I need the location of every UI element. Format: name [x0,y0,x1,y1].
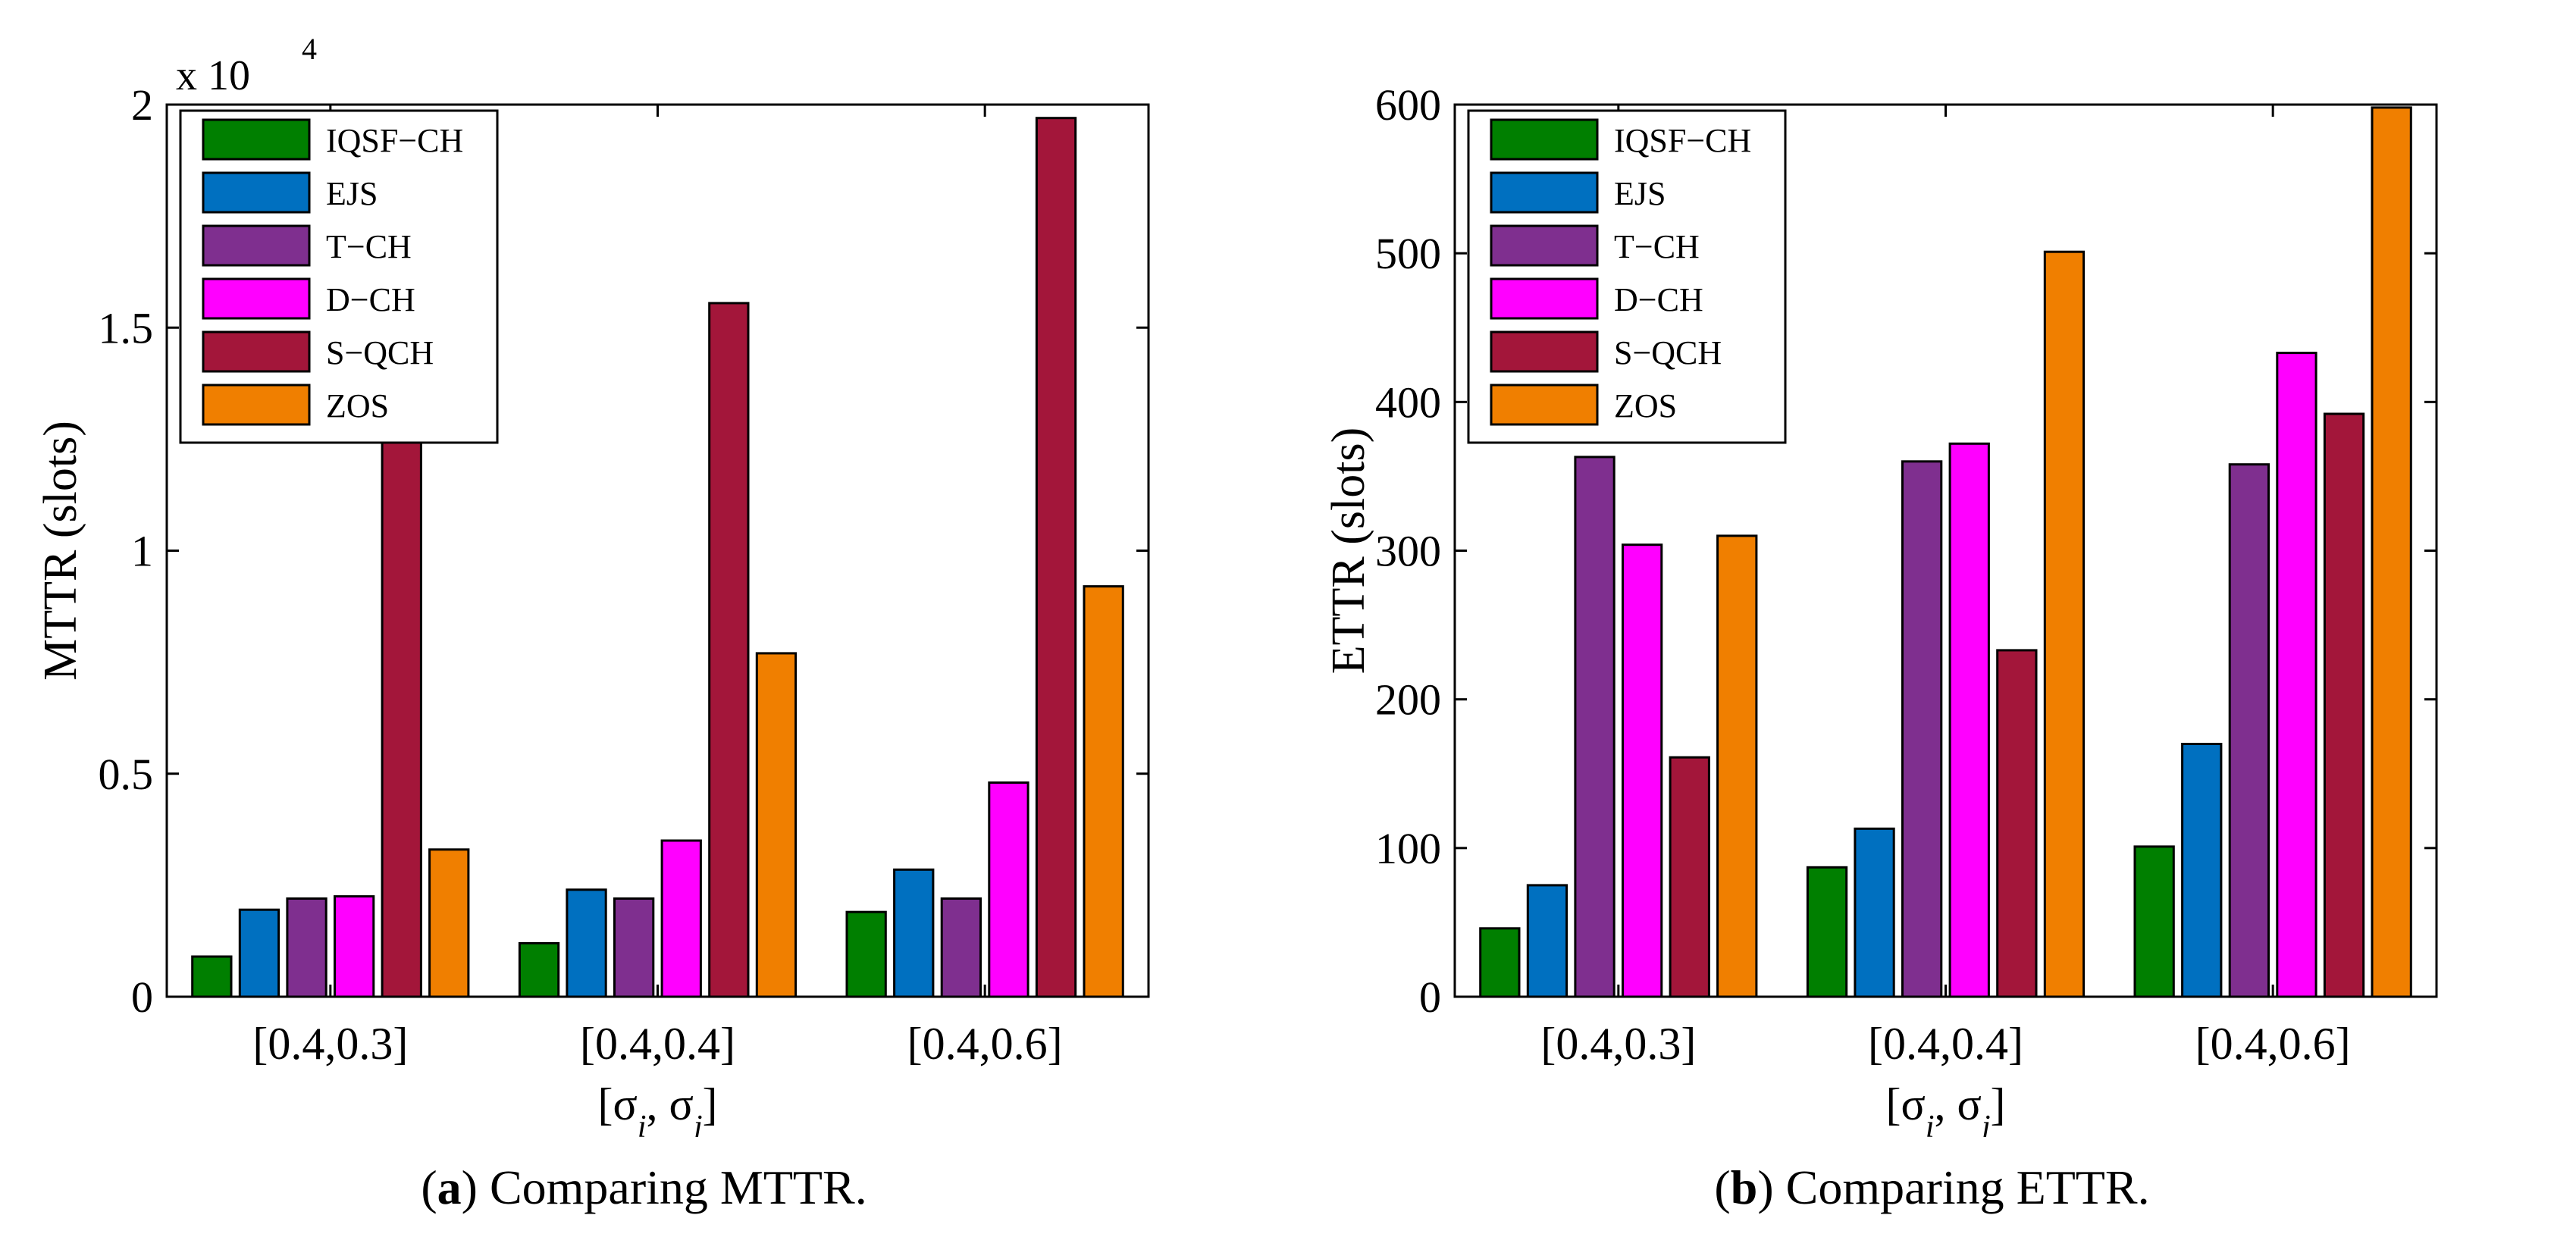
caption-a: (a) Comparing MTTR. [421,1160,867,1214]
chart-panel-mttr: 0 0.5 1 1.5 2 [0.4,0.3] [0.4,0.4] [0.4,0.6] [σi,… [35,32,1150,1214]
x-axis-label: [σi, σj] [598,1079,718,1137]
bar-zos-1 [755,652,798,998]
bar-sqch-0 [381,424,422,998]
legend-swatch-0 [1490,118,1599,161]
bar-iqsfch-0 [191,955,233,998]
bar-zos-2 [2371,106,2412,998]
y-tick-label-3: 1.5 [99,303,154,352]
legend-label-5: ZOS [326,387,389,424]
legend-swatch-0 [202,118,311,161]
y-tick-label-2: 1 [131,527,153,576]
legend-swatch-3 [1490,277,1599,320]
bar-sqch-1 [708,302,750,998]
y-tick-label-4: 2 [131,80,153,130]
legend-label-3: D−CH [326,281,415,318]
caption-a-text: ) Comparing MTTR. [461,1160,867,1214]
bar-dch-2 [2276,352,2317,998]
bar-zos-0 [428,848,470,998]
x-category-label-0: [0.4,0.3] [252,1019,408,1069]
legend-label-1: EJS [326,175,378,212]
bar-iqsfch-2 [845,910,887,998]
caption-b-letter: b [1730,1160,1758,1214]
bar-tch-1 [1901,460,1943,998]
bar-ejs-0 [1526,884,1568,998]
bar-dch-1 [1948,442,1990,998]
bar-ejs-1 [566,888,607,998]
bar-zos-2 [1083,585,1124,998]
bar-iqsfch-1 [518,941,560,998]
legend-label-4: S−QCH [1614,334,1722,371]
legend-swatch-4 [202,330,311,373]
x-axis-label: [σi, σj] [1886,1079,2006,1137]
bar-zos-1 [2043,250,2086,998]
bar-dch-1 [660,839,702,998]
bar-tch-2 [2228,463,2270,998]
legend-label-1: EJS [1614,175,1666,212]
bar-tch-2 [940,897,982,998]
legend-label-2: T−CH [1614,228,1700,265]
caption-b: (b) Comparing ETTR. [1714,1160,2150,1214]
bar-iqsfch-2 [2133,845,2175,998]
bar-sqch-0 [1669,756,1710,998]
y-tick-label-1: 0.5 [99,750,154,799]
legend-swatch-3 [202,277,311,320]
bar-ejs-1 [1854,827,1895,998]
y-multiplier-exponent: 4 [302,32,317,66]
y-axis-label: MTTR (slots) [35,421,86,681]
legend-label-2: T−CH [326,228,412,265]
x-category-label-0: [0.4,0.3] [1540,1019,1696,1069]
bar-sqch-2 [1035,117,1077,998]
ettr-bar-chart: 0 100 200 300 400 500 600 [0.4,0.3] [0.4,0.4] [0.… [1323,80,2438,1137]
legend-label-3: D−CH [1614,281,1703,318]
bar-tch-1 [613,897,655,998]
legend-label-0: IQSF−CH [1614,122,1751,159]
bar-ejs-0 [238,908,280,998]
bar-iqsfch-1 [1806,866,1848,998]
y-tick-label-3: 300 [1375,527,1441,576]
x-category-label-2: [0.4,0.6] [907,1019,1063,1069]
caption-a-letter: a [437,1160,462,1214]
bar-zos-0 [1716,534,1758,998]
legend-swatch-4 [1490,330,1599,373]
legend-swatch-5 [1490,384,1599,426]
y-axis-label: ETTR (slots) [1323,427,1374,674]
legend-label-0: IQSF−CH [326,122,463,159]
bar-dch-2 [988,781,1029,998]
y-tick-label-0: 0 [131,972,153,1022]
bar-dch-0 [1622,543,1663,998]
x-category-label-1: [0.4,0.4] [580,1019,735,1069]
legend-swatch-5 [202,384,311,426]
legend-swatch-2 [202,224,311,267]
legend-label-4: S−QCH [326,334,434,371]
y-tick-label-4: 400 [1375,377,1441,427]
legend-swatch-2 [1490,224,1599,267]
bar-tch-0 [1574,456,1615,998]
y-tick-label-6: 600 [1375,80,1441,130]
bar-sqch-2 [2323,412,2365,998]
bar-tch-0 [286,897,327,998]
bar-ejs-2 [893,868,935,998]
legend-swatch-1 [1490,171,1599,214]
mttr-bar-chart: 0 0.5 1 1.5 2 [0.4,0.3] [0.4,0.4] [0.4,0.6] [σi,… [35,32,1150,1137]
y-tick-label-5: 500 [1375,229,1441,278]
bar-sqch-1 [1996,649,2038,998]
x-category-label-1: [0.4,0.4] [1868,1019,2023,1069]
bar-iqsfch-0 [1479,927,1521,998]
caption-b-text: ) Comparing ETTR. [1757,1160,2150,1214]
legend-swatch-1 [202,171,311,214]
y-multiplier-label: x 10 [176,52,250,99]
y-tick-label-0: 0 [1419,972,1441,1022]
bar-dch-0 [334,895,375,998]
bar-ejs-2 [2181,743,2223,998]
x-category-label-2: [0.4,0.6] [2195,1019,2351,1069]
y-tick-label-1: 100 [1375,824,1441,873]
y-tick-label-2: 200 [1375,675,1441,725]
legend-label-5: ZOS [1614,387,1677,424]
chart-panel-ettr: 0 100 200 300 400 500 600 [0.4,0.3] [0.4,0.4] [0.… [1288,0,2576,1237]
